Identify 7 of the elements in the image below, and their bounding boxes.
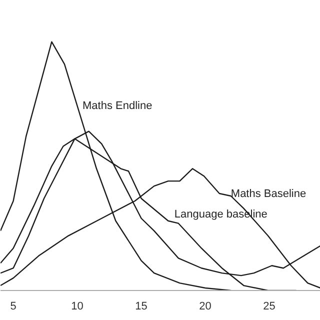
- x-tick-label: 20: [199, 300, 212, 312]
- x-tick-label: 25: [263, 300, 276, 312]
- x-tick-label: 10: [71, 300, 84, 312]
- x-tick-label: 5: [10, 300, 16, 312]
- series-label: Maths Endline: [82, 100, 152, 112]
- x-tick-label: 15: [135, 300, 148, 312]
- series-label: Maths Baseline: [230, 188, 306, 200]
